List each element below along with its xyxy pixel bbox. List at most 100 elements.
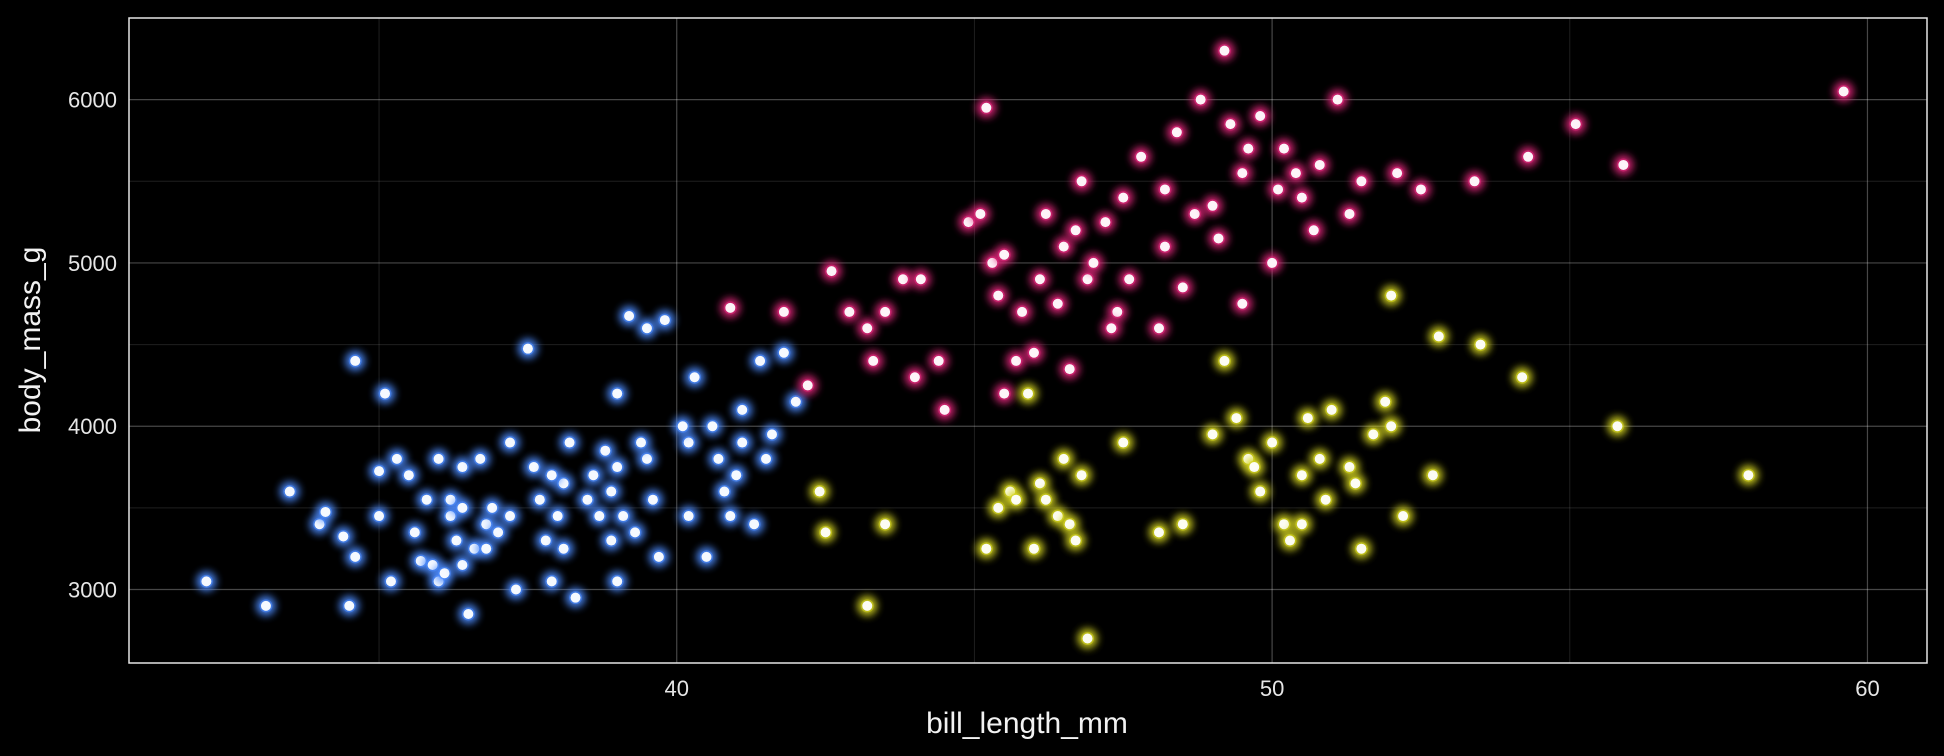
data-point (1250, 105, 1271, 126)
y-tick-label: 6000 (68, 88, 117, 113)
data-point (1119, 269, 1140, 290)
data-point (547, 506, 568, 527)
data-points (196, 40, 1854, 649)
data-point (1428, 326, 1449, 347)
data-point (1148, 318, 1169, 339)
data-point (1059, 514, 1080, 535)
data-point (1148, 522, 1169, 543)
data-point (1291, 514, 1312, 535)
data-point (1202, 195, 1223, 216)
data-point (1291, 187, 1312, 208)
data-point (892, 269, 913, 290)
plot-frame (128, 17, 1928, 664)
data-point (1113, 432, 1134, 453)
data-point (750, 350, 771, 371)
data-point (1012, 301, 1033, 322)
data-point (577, 489, 598, 510)
data-point (714, 481, 735, 502)
data-point (1101, 318, 1122, 339)
data-point (1172, 277, 1193, 298)
data-point (642, 489, 663, 510)
data-point (333, 526, 354, 547)
data-point (1381, 285, 1402, 306)
data-point (785, 391, 806, 412)
data-point (1244, 457, 1265, 478)
y-tick-label: 3000 (68, 578, 117, 603)
data-point (1077, 628, 1098, 649)
data-point (821, 261, 842, 282)
data-point (583, 465, 604, 486)
data-point (797, 375, 818, 396)
data-point (1053, 448, 1074, 469)
data-point (488, 522, 509, 543)
data-point (1303, 220, 1324, 241)
tick-labels: 40 50 60 3000 4000 5000 6000 (68, 88, 1880, 701)
data-point (619, 306, 640, 327)
data-point (607, 571, 628, 592)
data-point (1071, 171, 1092, 192)
data-point (1035, 489, 1056, 510)
data-point (636, 318, 657, 339)
data-point (1607, 416, 1628, 437)
data-point (1113, 187, 1134, 208)
data-point (1422, 465, 1443, 486)
data-point (1047, 293, 1068, 314)
data-point (1071, 465, 1092, 486)
data-point (1154, 179, 1175, 200)
data-point (565, 587, 586, 608)
data-point (857, 318, 878, 339)
data-point (523, 457, 544, 478)
data-point (1297, 408, 1318, 429)
data-point (452, 457, 473, 478)
data-point (1166, 122, 1187, 143)
data-point (720, 297, 741, 318)
data-point (696, 546, 717, 567)
data-point (1738, 465, 1759, 486)
data-point (1029, 269, 1050, 290)
data-point (1172, 514, 1193, 535)
data-point (345, 350, 366, 371)
data-point (636, 448, 657, 469)
data-point (1035, 203, 1056, 224)
data-point (1410, 179, 1431, 200)
data-point (1339, 203, 1360, 224)
data-point (607, 457, 628, 478)
data-point (1232, 293, 1253, 314)
data-point (1238, 138, 1259, 159)
data-point (708, 448, 729, 469)
data-point (910, 269, 931, 290)
data-point (1309, 154, 1330, 175)
data-point (255, 595, 276, 616)
data-point (470, 448, 491, 469)
data-point (369, 506, 390, 527)
data-point (339, 595, 360, 616)
data-point (375, 383, 396, 404)
data-point (613, 506, 634, 527)
data-point (1327, 89, 1348, 110)
x-axis-title: bill_length_mm (926, 707, 1128, 740)
data-point (857, 595, 878, 616)
data-point (1268, 179, 1289, 200)
data-point (1291, 465, 1312, 486)
data-point (1345, 473, 1366, 494)
data-point (988, 497, 1009, 518)
data-point (535, 530, 556, 551)
data-point (1023, 538, 1044, 559)
data-point (595, 440, 616, 461)
data-point (500, 506, 521, 527)
data-point (684, 367, 705, 388)
data-point (988, 285, 1009, 306)
data-point (452, 497, 473, 518)
data-point (1131, 146, 1152, 167)
data-point (1274, 138, 1295, 159)
data-point (404, 522, 425, 543)
data-point (1202, 424, 1223, 445)
data-point (1309, 448, 1330, 469)
data-point (1262, 432, 1283, 453)
data-point (505, 579, 526, 600)
data-point (1232, 163, 1253, 184)
data-point (541, 571, 562, 592)
data-point (1262, 252, 1283, 273)
